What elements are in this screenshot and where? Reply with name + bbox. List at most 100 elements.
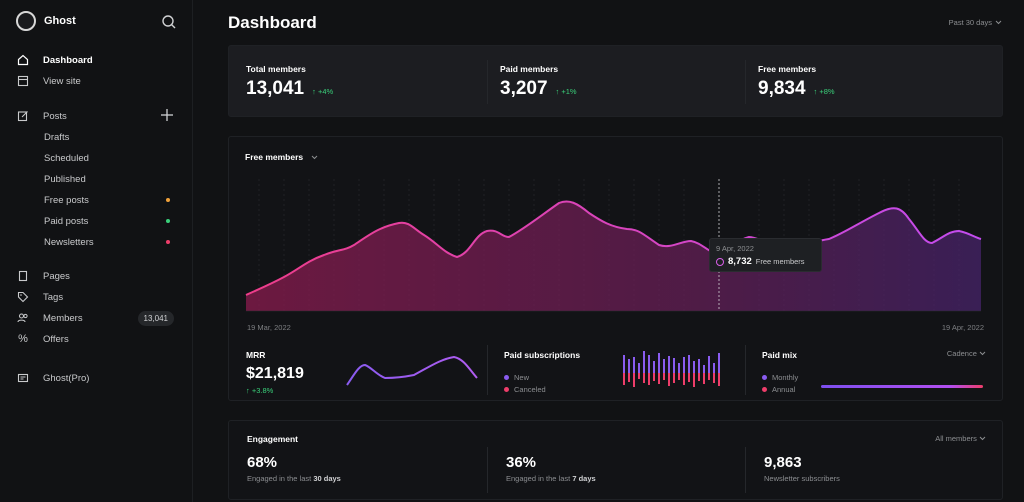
- engagement-caption-text: Newsletter subscribers: [764, 474, 840, 483]
- paid-subscriptions-widget[interactable]: Paid subscriptions New Canceled: [504, 350, 704, 404]
- engagement-card: Engagement All members 68% Engaged in th…: [228, 420, 1003, 500]
- legend-canceled-label: Canceled: [514, 385, 546, 394]
- legend-annual: Annual: [762, 385, 942, 394]
- engagement-value: 36%: [506, 454, 537, 471]
- nav-newsletters-label: Newsletters: [44, 236, 94, 248]
- nav-newsletters[interactable]: Newsletters: [44, 233, 178, 251]
- nav-view-site[interactable]: View site: [16, 72, 178, 90]
- ghost-pro-icon: [16, 371, 30, 385]
- nav-published-label: Published: [44, 173, 86, 185]
- engagement-divider: [487, 447, 488, 493]
- free-posts-dot: [166, 198, 170, 202]
- tooltip-marker-icon: [716, 257, 724, 266]
- stat-value: 9,834: [758, 78, 806, 99]
- engagement-30d: 68% Engaged in the last 30 days: [247, 454, 341, 483]
- nav-dashboard-label: Dashboard: [43, 54, 93, 66]
- paid-mix-widget[interactable]: Paid mix Monthly Annual: [762, 350, 942, 404]
- brand[interactable]: Ghost: [16, 11, 76, 31]
- free-members-area-chart[interactable]: [229, 137, 1004, 402]
- ghost-logo-icon: [16, 11, 36, 31]
- nav-scheduled-label: Scheduled: [44, 152, 89, 164]
- chart-series-line: [245, 200, 982, 296]
- members-count-badge: 13,041: [137, 311, 174, 326]
- widget-divider: [487, 345, 488, 395]
- tooltip-value: 8,732: [728, 256, 752, 267]
- add-post-icon[interactable]: [160, 108, 174, 122]
- nav-paid-posts[interactable]: Paid posts: [44, 212, 178, 230]
- nav-scheduled[interactable]: Scheduled: [44, 149, 178, 167]
- stat-free-members[interactable]: Free members 9,834 ↑ +8%: [758, 64, 835, 100]
- nav-dashboard[interactable]: Dashboard: [16, 51, 178, 69]
- nav-members[interactable]: Members 13,041: [16, 309, 178, 327]
- members-icon: [16, 311, 30, 325]
- engagement-value: 9,863: [764, 454, 802, 471]
- newsletters-dot: [166, 240, 170, 244]
- tooltip-date: 9 Apr, 2022: [716, 244, 754, 253]
- pages-icon: [16, 269, 30, 283]
- percent-icon: %: [18, 333, 28, 345]
- main-content: Dashboard Past 30 days Total members 13,…: [193, 0, 1024, 502]
- engagement-title: Engagement: [247, 434, 299, 444]
- tooltip-label: Free members: [755, 257, 805, 266]
- chevron-down-icon: [995, 20, 1002, 25]
- legend-canceled: Canceled: [504, 385, 704, 394]
- chart-end-date: 19 Apr, 2022: [941, 323, 984, 332]
- engagement-divider: [745, 447, 746, 493]
- stat-label: Free members: [758, 64, 817, 74]
- stats-card: Total members 13,041 ↑ +4% Paid members …: [228, 45, 1003, 117]
- nav-view-site-label: View site: [43, 75, 81, 87]
- tag-icon: [16, 290, 30, 304]
- engagement-caption-text: Engaged in the last: [247, 474, 312, 483]
- nav-paid-posts-label: Paid posts: [44, 215, 89, 227]
- stat-delta: ↑ +8%: [813, 87, 835, 96]
- newsletter-subscribers: 9,863 Newsletter subscribers: [764, 454, 840, 483]
- chart-start-date: 19 Mar, 2022: [247, 323, 291, 332]
- engagement-caption: Engaged in the last 30 days: [247, 474, 341, 483]
- nav-pages[interactable]: Pages: [16, 267, 178, 285]
- paid-subscriptions-bars: [623, 351, 720, 387]
- mrr-value: $21,819: [246, 365, 304, 382]
- paid-mix-title: Paid mix: [762, 350, 797, 360]
- cadence-select[interactable]: Cadence: [947, 349, 986, 358]
- nav-ghost-pro-label: Ghost(Pro): [43, 372, 90, 384]
- nav-drafts-label: Drafts: [44, 131, 70, 143]
- engagement-caption: Engaged in the last 7 days: [506, 474, 596, 483]
- legend-annual-label: Annual: [772, 385, 796, 394]
- nav-tags-label: Tags: [43, 291, 64, 303]
- engagement-caption-strong: 7 days: [572, 474, 596, 483]
- stats-divider: [745, 60, 746, 104]
- chevron-down-icon: [979, 351, 986, 356]
- nav-tags[interactable]: Tags: [16, 288, 178, 306]
- stats-divider: [487, 60, 488, 104]
- nav-drafts[interactable]: Drafts: [44, 128, 178, 146]
- mrr-delta: ↑ +3.8%: [246, 386, 274, 395]
- engagement-caption-strong: 30 days: [313, 474, 341, 483]
- chart-area-fill: [246, 201, 981, 311]
- chart-title: Free members: [245, 152, 304, 162]
- search-icon[interactable]: [161, 14, 177, 30]
- nav-free-posts[interactable]: Free posts: [44, 191, 178, 209]
- nav-published[interactable]: Published: [44, 170, 178, 188]
- brand-name: Ghost: [44, 15, 76, 27]
- nav-ghost-pro[interactable]: Ghost(Pro): [16, 369, 178, 387]
- legend-new: New: [504, 373, 704, 382]
- mrr-widget[interactable]: MRR $21,819 ↑ +3.8%: [246, 350, 486, 404]
- nav-offers[interactable]: % Offers: [16, 330, 178, 348]
- stat-value: 13,041: [246, 78, 305, 99]
- legend-annual-dot: [762, 387, 767, 392]
- chart-metric-select[interactable]: Free members: [245, 152, 318, 162]
- stat-total-members[interactable]: Total members 13,041 ↑ +4%: [246, 64, 333, 100]
- chevron-down-icon: [311, 155, 318, 159]
- stat-paid-members[interactable]: Paid members 3,207 ↑ +1%: [500, 64, 577, 100]
- engagement-value: 68%: [247, 454, 278, 471]
- stat-label: Total members: [246, 64, 306, 74]
- legend-new-dot: [504, 375, 509, 380]
- nav-posts[interactable]: Posts: [16, 107, 178, 125]
- legend-canceled-dot: [504, 387, 509, 392]
- nav-pages-label: Pages: [43, 270, 70, 282]
- legend-new-label: New: [514, 373, 530, 382]
- date-range-select[interactable]: Past 30 days: [949, 18, 1002, 27]
- date-range-label: Past 30 days: [948, 18, 992, 27]
- engagement-filter-select[interactable]: All members: [935, 434, 986, 443]
- paid-mix-bar: [821, 385, 983, 388]
